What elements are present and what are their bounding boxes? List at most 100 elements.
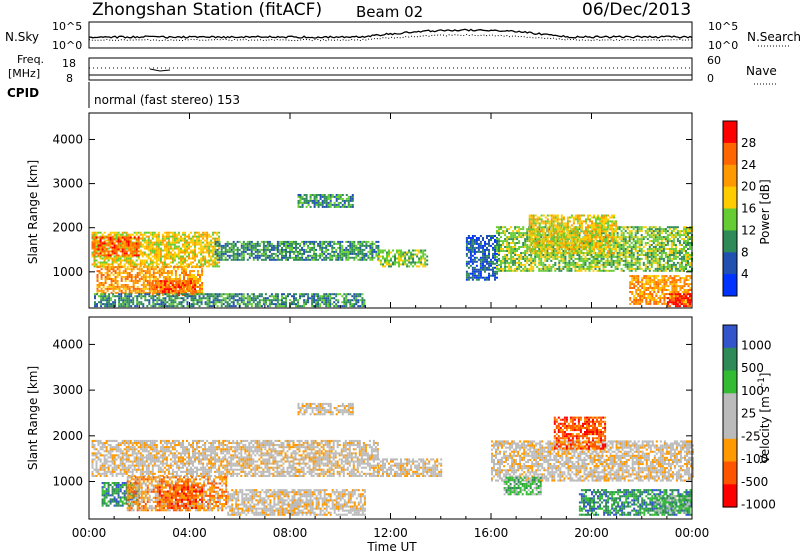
power-cell [217,305,219,307]
power-cell [514,254,516,256]
power-cell [94,250,96,252]
power-cell [335,249,337,251]
power-cell [338,206,340,208]
power-cell [249,297,251,299]
power-cell [237,257,239,259]
power-cell [122,301,124,303]
power-cell [214,262,216,264]
power-cell [111,266,113,268]
power-cell [188,263,190,265]
power-cell [121,278,123,280]
power-cell [315,255,317,257]
power-cell [196,263,198,265]
power-cell [118,241,120,243]
power-cell [168,238,170,240]
power-cell [578,256,580,258]
power-cell [617,258,619,260]
power-cell [150,240,152,242]
power-cell [247,247,249,249]
power-cell [199,288,201,290]
power-cell [192,242,194,244]
power-cell [105,266,107,268]
power-cell [637,268,639,270]
power-cell [175,278,177,280]
power-cell [277,299,279,301]
power-cell [307,297,309,299]
power-cell [651,254,653,256]
power-cell [213,293,215,295]
power-cell [613,256,615,258]
power-cell [651,228,653,230]
power-cell [253,299,255,301]
power-cell [472,279,474,281]
power-cell [375,253,377,255]
power-cell [104,241,106,243]
power-cell [182,260,184,262]
power-cell [655,234,657,236]
power-cell [380,250,382,252]
power-cell [200,263,202,265]
power-cell [647,248,649,250]
power-cell [412,254,414,256]
power-cell [180,263,182,265]
power-cell [94,260,96,262]
power-cell [187,274,189,276]
power-cell [307,301,309,303]
power-cell [110,250,112,252]
power-cell [671,232,673,234]
power-cell [297,251,299,253]
power-cell [273,257,275,259]
power-cell [516,248,518,250]
power-cell [576,232,578,234]
power-cell [466,265,468,267]
power-cell [172,282,174,284]
power-cell [558,264,560,266]
power-cell [601,264,603,266]
power-cell [303,301,305,303]
power-cell [494,235,496,237]
power-cell [318,204,320,206]
power-cell [164,280,166,282]
power-cell [629,250,631,252]
power-cell [645,252,647,254]
power-cell [170,303,172,305]
power-cell [298,196,300,198]
power-cell [498,238,500,240]
power-cell [476,247,478,249]
power-cell [346,206,348,208]
power-cell [516,226,518,228]
power-cell [212,254,214,256]
power-cell [404,254,406,256]
power-cell [321,255,323,257]
power-cell [120,260,122,262]
power-cell [474,243,476,245]
power-cell [205,303,207,305]
power-cell [148,263,150,265]
power-cell [627,262,629,264]
power-cell [96,293,98,295]
power-cell [129,274,131,276]
power-cell [546,270,548,272]
power-cell [217,243,219,245]
power-cell [277,243,279,245]
power-cell [178,258,180,260]
power-cell [306,196,308,198]
power-cell [128,305,130,307]
power-cell [488,277,490,279]
power-cell [410,262,412,264]
power-cell [198,252,200,254]
power-cell [623,242,625,244]
power-cell [283,301,285,303]
power-cell [355,245,357,247]
power-cell [119,268,121,270]
power-cell [124,299,126,301]
power-cell [257,245,259,247]
power-cell [225,245,227,247]
power-cell [472,251,474,253]
power-cell [174,280,176,282]
power-cell [263,249,265,251]
power-cell [138,243,140,245]
power-cell [104,297,106,299]
power-cell [174,297,176,299]
power-cell [328,204,330,206]
